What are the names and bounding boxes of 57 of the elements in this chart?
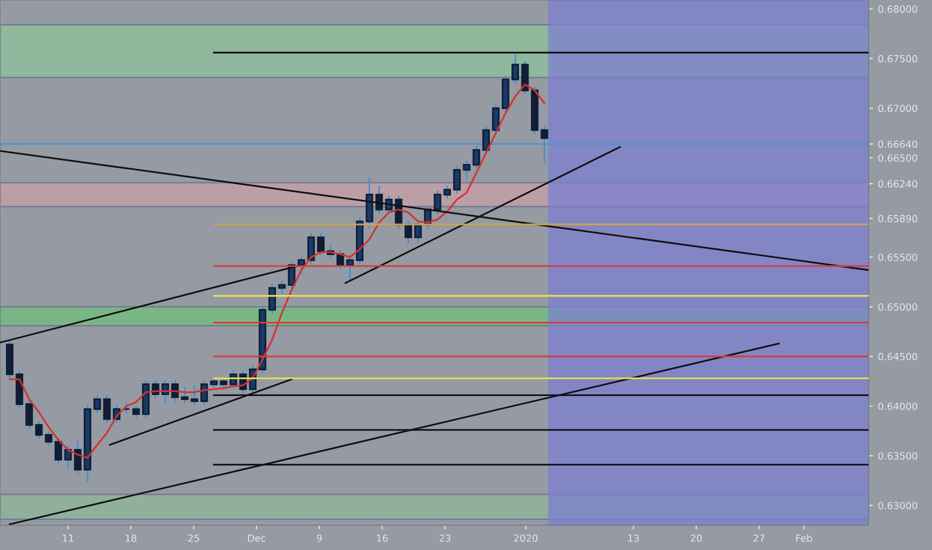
x-tick-label: 18 <box>126 534 136 542</box>
candlestick <box>54 437 62 464</box>
x-tick-label: 13 <box>628 534 639 542</box>
candlestick <box>298 255 306 275</box>
candlestick <box>307 232 315 265</box>
candlestick <box>132 404 140 419</box>
x-tick-label: 2020 <box>514 534 538 542</box>
candlestick <box>122 402 130 414</box>
candlestick <box>404 220 412 244</box>
candlestick <box>93 394 101 414</box>
y-tick-label: 0.68000 <box>878 5 918 13</box>
x-tick-label: 27 <box>754 534 764 542</box>
y-tick-label: 0.63000 <box>878 502 918 510</box>
candlestick <box>482 125 490 155</box>
x-tick-label: Feb <box>796 534 812 542</box>
candlestick <box>25 399 33 430</box>
candlestick <box>414 220 422 244</box>
candlestick <box>512 54 520 84</box>
candlestick <box>190 384 198 406</box>
x-tick-label: 9 <box>316 534 322 542</box>
candlestick <box>103 394 111 424</box>
candlestick <box>35 420 43 440</box>
candlestick <box>453 165 461 194</box>
candlestick <box>540 125 548 164</box>
x-tick-label: 23 <box>439 534 450 542</box>
y-tick-label: 0.66640 <box>878 140 918 148</box>
x-tick-label: 25 <box>188 534 200 542</box>
candlestick <box>346 255 354 283</box>
y-tick-label: 0.66500 <box>878 154 918 162</box>
y-tick-label: 0.67000 <box>878 104 918 112</box>
y-tick-label: 0.63500 <box>878 452 918 460</box>
candlestick <box>375 184 383 214</box>
x-tick-label: 20 <box>690 534 702 542</box>
y-tick-label: 0.66240 <box>878 180 918 188</box>
y-tick-label: 0.65500 <box>878 254 918 261</box>
candlestick <box>64 445 72 470</box>
candlestick <box>278 280 286 295</box>
candlestick <box>200 380 208 406</box>
x-tick-label: 16 <box>377 534 388 542</box>
candlestick <box>472 145 480 170</box>
x-tick-label: Dec <box>248 534 266 542</box>
candlestick <box>317 232 325 256</box>
candlestick <box>462 160 470 180</box>
y-tick-label: 0.67500 <box>878 55 918 62</box>
y-tick-label: 0.64000 <box>878 402 918 410</box>
candlestick <box>492 104 500 135</box>
candlestick <box>180 386 188 404</box>
candlestick <box>268 283 276 314</box>
y-tick-label: 0.65890 <box>878 214 918 222</box>
candlestick <box>443 184 451 200</box>
y-tick-label: 0.64500 <box>878 352 918 360</box>
candlestick <box>434 190 442 214</box>
x-tick-label: 11 <box>62 534 74 542</box>
candlestick <box>74 440 82 474</box>
candlestick <box>44 430 52 447</box>
y-tick-label: 0.65000 <box>878 303 918 311</box>
candlestick <box>171 380 179 404</box>
